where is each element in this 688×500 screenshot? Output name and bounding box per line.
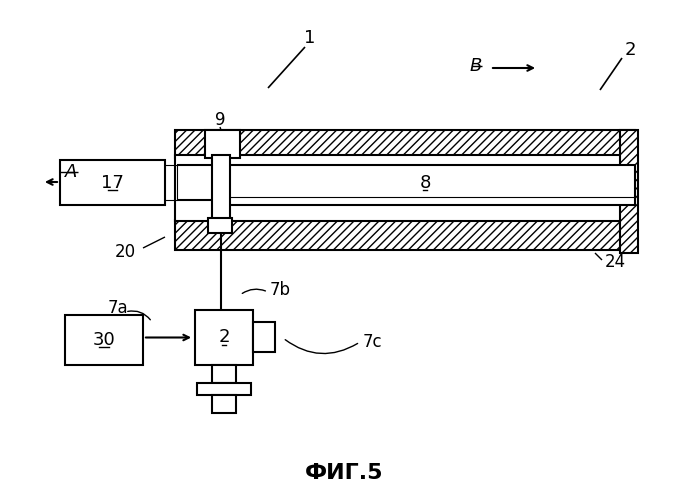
Bar: [65, 315, 143, 365]
Text: 2: 2: [218, 328, 230, 346]
Bar: [212, 155, 230, 223]
Text: 8: 8: [419, 174, 431, 192]
Text: 7a: 7a: [108, 299, 129, 317]
Bar: [205, 130, 240, 158]
Text: 1: 1: [304, 29, 316, 47]
Bar: [215, 165, 635, 205]
Text: 7c: 7c: [363, 333, 383, 351]
Bar: [253, 322, 275, 352]
Bar: [195, 310, 253, 365]
Text: 7b: 7b: [270, 281, 291, 299]
Bar: [197, 383, 251, 395]
Bar: [175, 155, 635, 221]
Bar: [208, 218, 232, 233]
Text: 30: 30: [93, 331, 116, 349]
Text: 9: 9: [215, 111, 225, 129]
Bar: [60, 160, 165, 205]
Bar: [175, 130, 635, 158]
Bar: [212, 395, 236, 413]
Text: A: A: [65, 163, 77, 181]
Text: 17: 17: [101, 174, 124, 192]
Text: 20: 20: [114, 243, 136, 261]
Bar: [175, 220, 635, 250]
Text: ФИГ.5: ФИГ.5: [305, 463, 383, 483]
Text: 24: 24: [605, 253, 626, 271]
Text: 2: 2: [624, 41, 636, 59]
Bar: [212, 365, 236, 383]
Bar: [620, 130, 638, 253]
Text: B: B: [470, 57, 482, 75]
